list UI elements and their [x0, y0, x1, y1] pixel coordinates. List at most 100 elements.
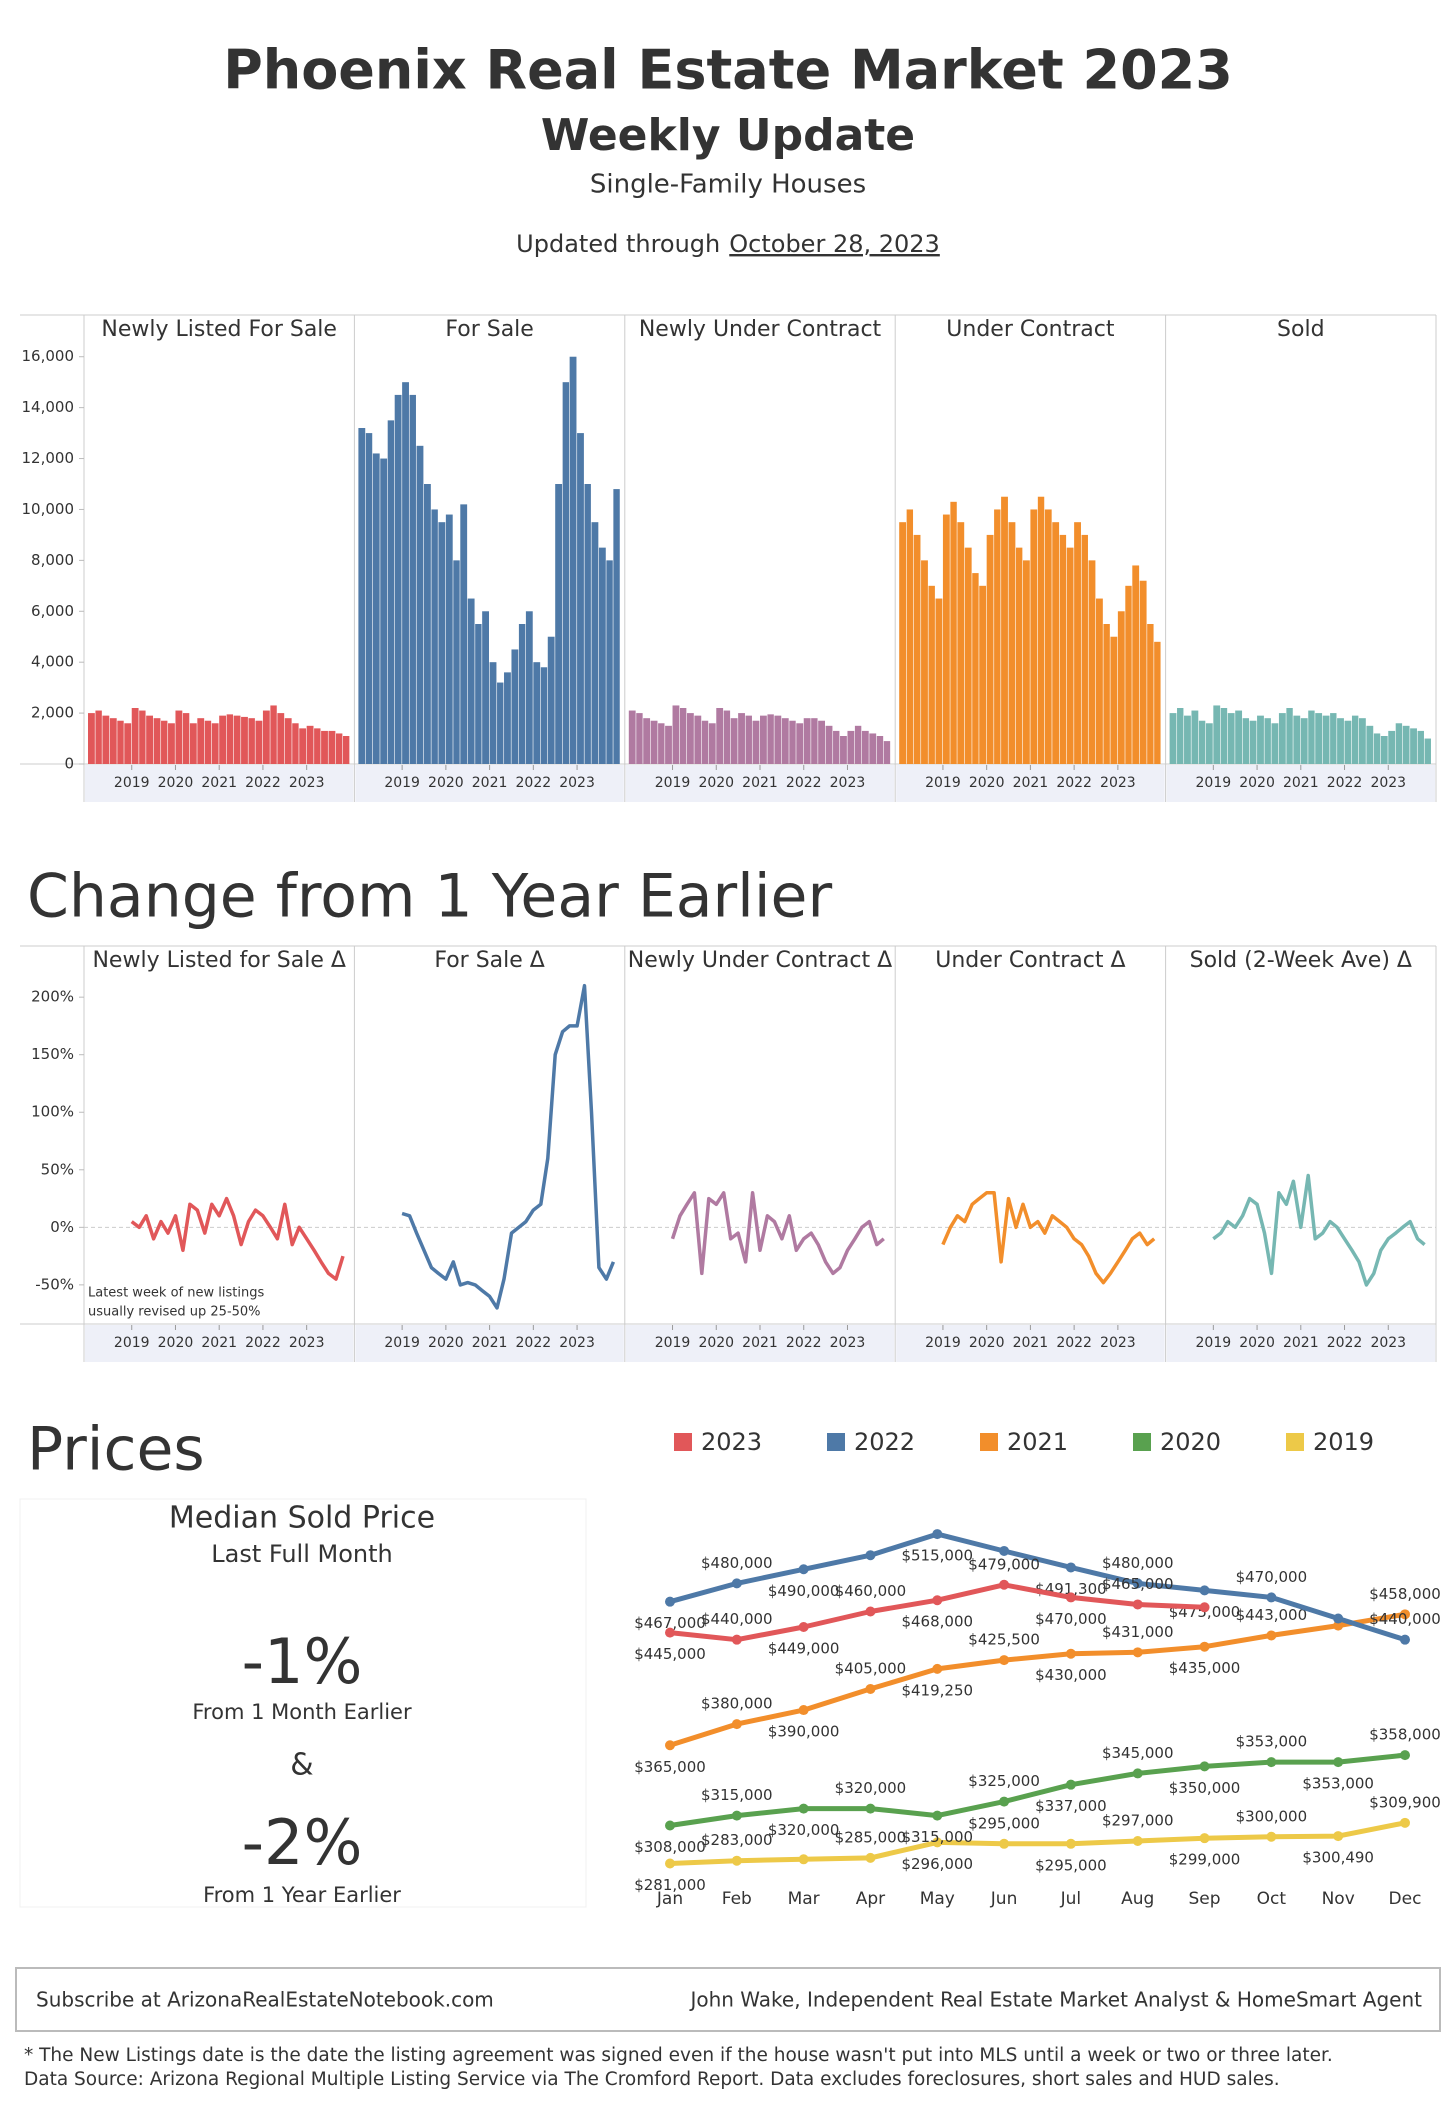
bar	[533, 662, 541, 764]
value-label: $479,000	[968, 1555, 1040, 1573]
value-label: $431,000	[1102, 1623, 1174, 1641]
y-tick-label: 0	[64, 755, 74, 773]
x-tick-label: 2021	[742, 775, 778, 791]
bar	[921, 560, 928, 764]
bar	[409, 394, 416, 764]
bar	[643, 718, 651, 764]
bar	[935, 598, 943, 764]
value-label: $337,000	[1035, 1797, 1107, 1815]
value-label: $309,900	[1369, 1793, 1441, 1811]
value-label: $315,000	[701, 1786, 773, 1804]
price-point	[932, 1837, 943, 1848]
bar	[708, 723, 716, 764]
price-point	[1266, 1592, 1277, 1603]
price-point	[665, 1858, 675, 1869]
bar	[1096, 598, 1103, 764]
price-point	[1065, 1648, 1076, 1659]
bar	[665, 725, 672, 764]
bar	[1022, 560, 1030, 764]
y-tick-label: 14,000	[22, 398, 75, 416]
x-tick-label: 2019	[1196, 775, 1232, 791]
value-label: $320,000	[768, 1821, 840, 1839]
bar	[1308, 710, 1315, 764]
value-label: $465,000	[1102, 1575, 1174, 1593]
value-label: $480,000	[1102, 1554, 1174, 1572]
value-label: $470,000	[1035, 1610, 1107, 1628]
value-label: $460,000	[835, 1582, 907, 1600]
bar	[1132, 565, 1140, 764]
price-point	[798, 1621, 809, 1632]
note: * The New Listings date is the date the …	[24, 2045, 1333, 2066]
bar	[606, 560, 613, 764]
price-point	[999, 1579, 1010, 1590]
value-label: $480,000	[701, 1554, 773, 1572]
kpi-value: -1%	[242, 1625, 363, 1698]
bar	[168, 723, 175, 764]
bar	[1380, 736, 1388, 764]
subtitle: Weekly Update	[541, 110, 915, 161]
x-tick-label: 2020	[1239, 1335, 1275, 1351]
x-tick-label: 2021	[1283, 1335, 1319, 1351]
bar	[328, 730, 336, 764]
value-label: $390,000	[768, 1723, 840, 1741]
bar	[284, 718, 292, 764]
annotation: Latest week of new listings	[88, 1286, 264, 1301]
bar	[497, 682, 504, 764]
bar	[1271, 723, 1279, 764]
bar	[1110, 636, 1118, 764]
x-tick-label: Jan	[656, 1889, 683, 1909]
bar	[88, 713, 95, 764]
price-point	[1199, 1602, 1210, 1613]
bar	[1015, 547, 1023, 764]
bar	[1330, 713, 1337, 764]
value-label: $440,000	[1369, 1610, 1441, 1628]
legend-label: 2019	[1313, 1428, 1374, 1456]
value-label: $470,000	[1236, 1568, 1308, 1586]
bar	[979, 585, 987, 764]
x-tick-label: Aug	[1121, 1889, 1154, 1909]
title: Phoenix Real Estate Market 2023	[223, 39, 1233, 102]
bar	[270, 705, 277, 764]
value-label: $345,000	[1102, 1744, 1174, 1762]
x-axis-band	[625, 765, 895, 802]
bar	[584, 484, 591, 764]
bar	[306, 725, 314, 764]
bar	[299, 728, 307, 764]
bar	[380, 458, 388, 764]
x-tick-label: Sep	[1189, 1889, 1221, 1909]
legend-swatch	[1286, 1433, 1304, 1451]
bar	[211, 723, 219, 764]
value-label: $405,000	[835, 1659, 907, 1677]
bar	[358, 428, 366, 764]
price-point	[865, 1803, 876, 1814]
panel-title: For Sale	[445, 317, 533, 342]
bar	[518, 624, 526, 764]
bar	[555, 484, 563, 764]
bar	[431, 509, 438, 764]
bar	[1154, 641, 1161, 764]
bar	[467, 598, 475, 764]
x-axis-band	[85, 765, 354, 802]
value-label: $353,000	[1236, 1733, 1308, 1751]
bar	[248, 718, 255, 764]
bar	[650, 720, 658, 764]
price-point	[999, 1655, 1010, 1666]
bar	[117, 720, 124, 764]
y-tick-label: 16,000	[22, 347, 75, 365]
price-point	[731, 1634, 742, 1645]
x-tick-label: 2021	[201, 1335, 237, 1351]
price-point	[1199, 1585, 1210, 1596]
value-label: $308,000	[634, 1838, 706, 1856]
price-point	[665, 1596, 675, 1607]
bar	[994, 509, 1001, 764]
x-tick-label: 2022	[1056, 775, 1092, 791]
value-label: $285,000	[835, 1828, 907, 1846]
x-tick-label: 2023	[559, 775, 595, 791]
x-tick-label: 2021	[201, 775, 237, 791]
value-label: $365,000	[634, 1758, 706, 1776]
bar	[1030, 509, 1038, 764]
price-point	[1199, 1833, 1210, 1844]
x-tick-label: 2022	[1056, 1335, 1092, 1351]
bar	[394, 394, 402, 764]
kpi-title: Median Sold Price	[169, 1501, 435, 1536]
